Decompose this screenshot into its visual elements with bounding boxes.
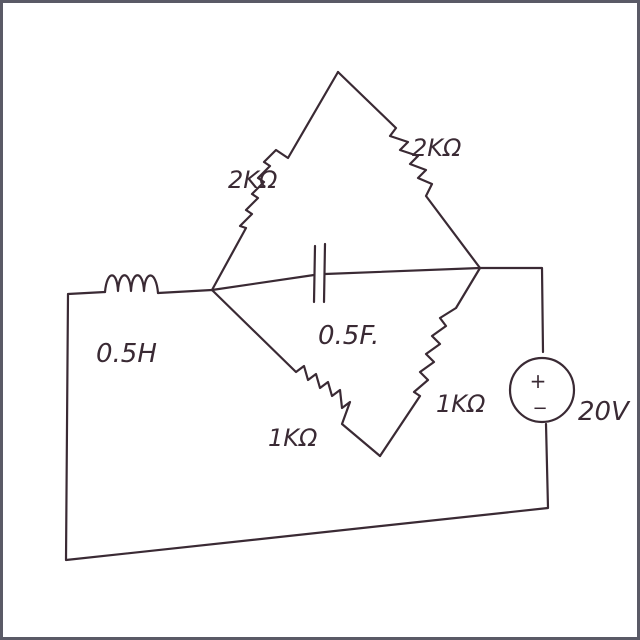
resistor-top-left-label: 2KΩ (228, 166, 278, 194)
voltage-source-label: 20V (578, 397, 631, 427)
capacitor-label: 0.5F. (318, 321, 379, 351)
capacitor-right-wire (323, 266, 482, 276)
voltage-source-symbol (508, 356, 576, 424)
resistor-top-right-label: 2KΩ (412, 134, 462, 162)
inductor-symbol (103, 274, 160, 295)
voltage-source-plus: + (530, 369, 547, 393)
resistor-top-left (210, 70, 340, 292)
resistor-bottom-left (210, 288, 382, 458)
resistor-bottom-left-label: 1KΩ (268, 424, 318, 452)
resistor-bottom-right-label: 1KΩ (436, 390, 486, 418)
inductor-label: 0.5H (96, 339, 157, 369)
left-wire (64, 290, 550, 562)
capacitor-symbol (312, 242, 327, 304)
voltage-source-minus: − (532, 398, 547, 419)
resistor-bottom-right (378, 266, 482, 458)
resistor-top-right (336, 70, 482, 270)
inductor-to-left-node-wire (156, 288, 214, 295)
right-wire (478, 266, 545, 354)
capacitor-left-wire (210, 273, 316, 292)
